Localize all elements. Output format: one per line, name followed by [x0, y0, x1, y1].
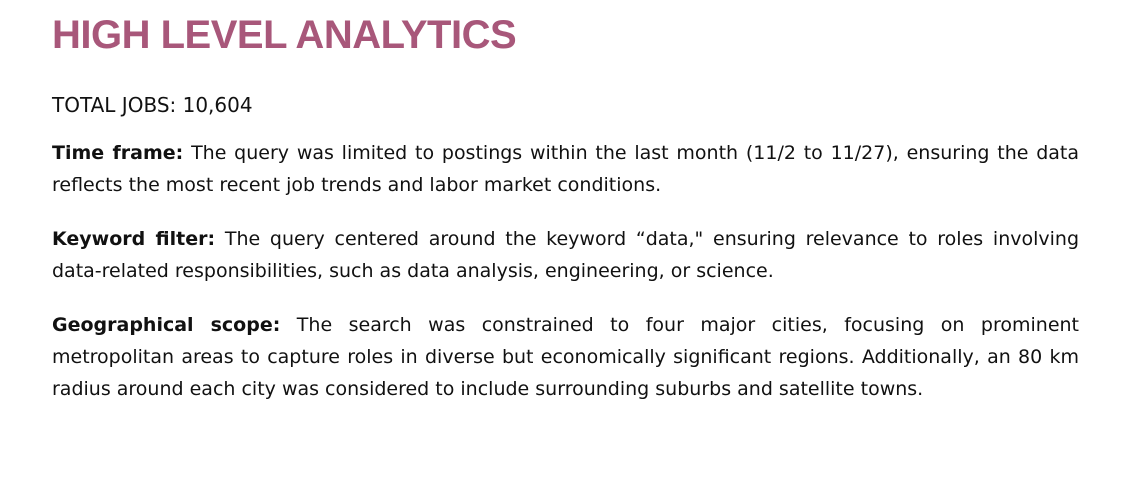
page-title: HIGH LEVEL ANALYTICS [52, 13, 517, 57]
keyword-filter-text: The query centered around the keyword “d… [52, 228, 1080, 282]
time-frame-paragraph: Time frame: The query was limited to pos… [52, 137, 1079, 201]
keyword-filter-paragraph: Keyword filter: The query centered aroun… [52, 223, 1079, 287]
analytics-document: HIGH LEVEL ANALYTICS TOTAL JOBS: 10,604 … [52, 0, 1079, 405]
total-jobs-count: TOTAL JOBS: 10,604 [52, 93, 253, 117]
geographical-scope-label: Geographical scope: [52, 314, 281, 336]
time-frame-text: The query was limited to postings within… [52, 142, 1080, 196]
keyword-filter-label: Keyword filter: [52, 228, 216, 250]
time-frame-label: Time frame: [52, 142, 184, 164]
geographical-scope-text: The search was constrained to four major… [52, 314, 1079, 400]
geographical-scope-paragraph: Geographical scope: The search was const… [52, 309, 1079, 405]
